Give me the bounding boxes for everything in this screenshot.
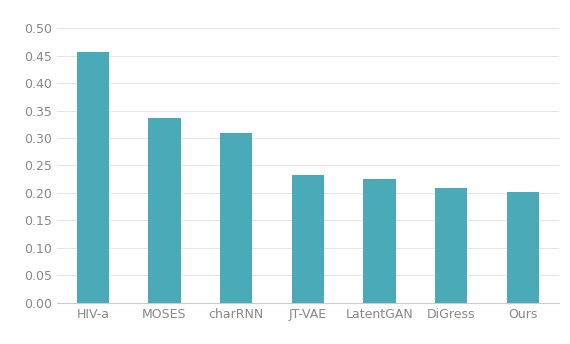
Bar: [363, 179, 396, 303]
Bar: [435, 188, 467, 303]
Bar: [292, 175, 324, 303]
Bar: [507, 192, 539, 303]
Bar: [220, 132, 253, 303]
Bar: [77, 52, 109, 303]
Bar: [148, 118, 181, 303]
